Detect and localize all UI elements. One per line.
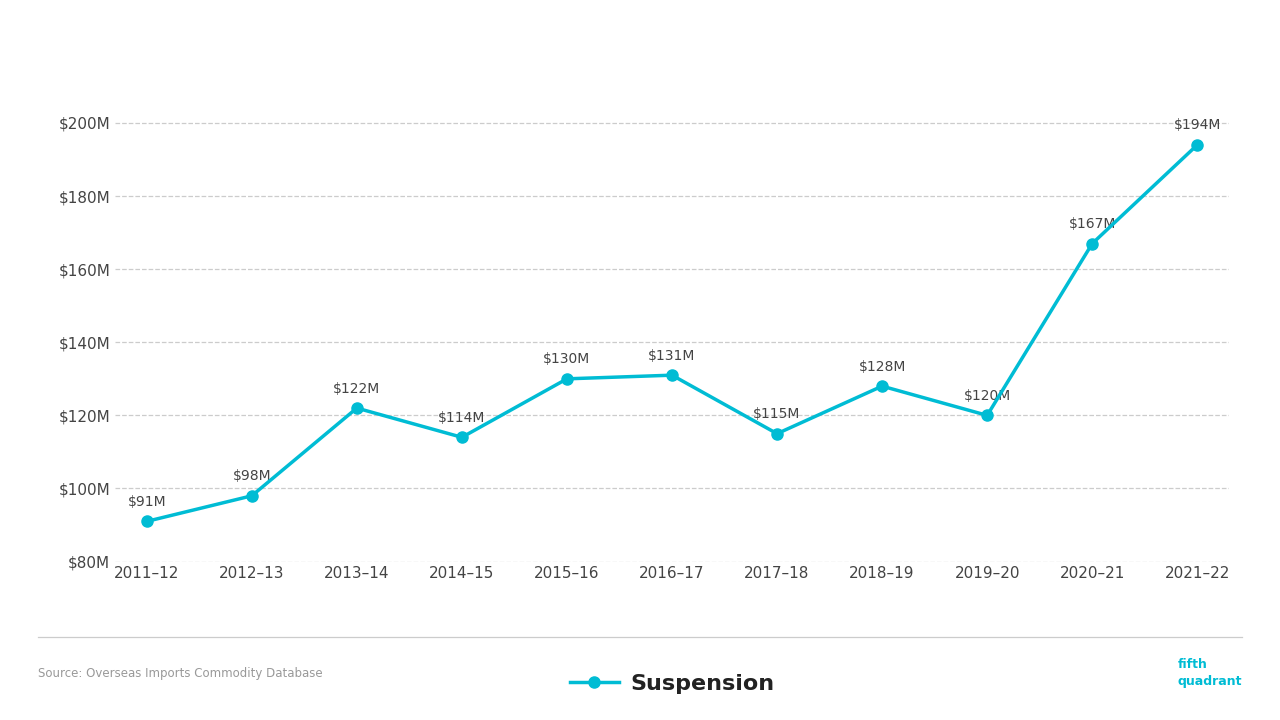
Text: $128M: $128M: [859, 360, 906, 374]
Text: $194M: $194M: [1174, 118, 1221, 132]
Text: Source: Overseas Imports Commodity Database: Source: Overseas Imports Commodity Datab…: [38, 667, 323, 680]
Text: $114M: $114M: [438, 411, 485, 425]
Text: $98M: $98M: [233, 469, 271, 483]
Text: $131M: $131M: [648, 348, 696, 363]
Text: $120M: $120M: [964, 389, 1011, 403]
Text: Historical Import Data | Suspension: Historical Import Data | Suspension: [23, 22, 442, 43]
Text: $115M: $115M: [754, 408, 801, 421]
Legend: Suspension: Suspension: [561, 665, 783, 703]
Text: $91M: $91M: [128, 495, 166, 509]
Text: fifth
quadrant: fifth quadrant: [1178, 658, 1242, 688]
Text: $122M: $122M: [333, 382, 380, 395]
Text: $130M: $130M: [543, 352, 590, 366]
Text: $167M: $167M: [1069, 217, 1116, 231]
